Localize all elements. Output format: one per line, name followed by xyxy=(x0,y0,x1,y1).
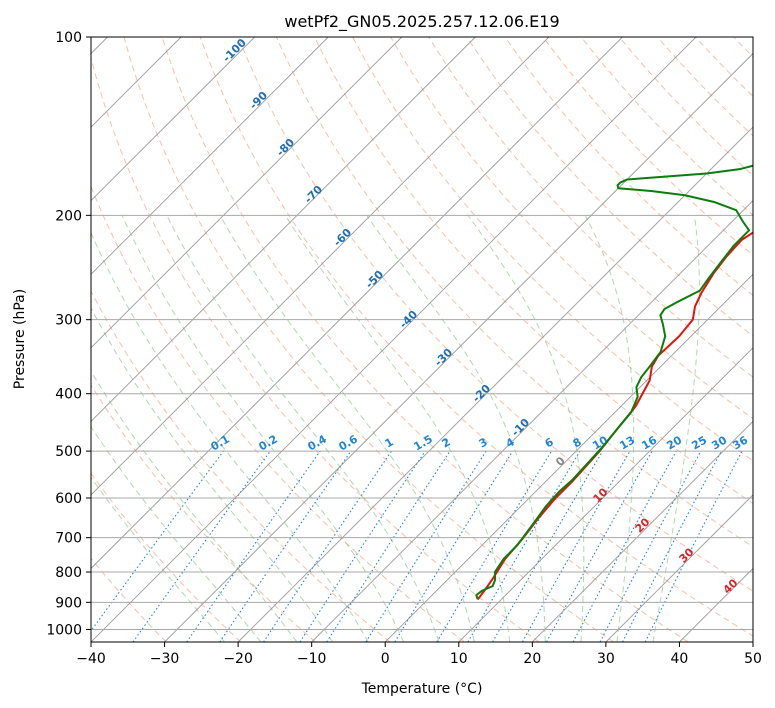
x-tick-label: 40 xyxy=(671,651,689,667)
mixing-ratio-line xyxy=(299,450,426,642)
moist-adiabat xyxy=(467,215,585,642)
y-tick-label: 300 xyxy=(55,313,82,329)
y-tick-label: 400 xyxy=(55,387,82,403)
moist-adiabat xyxy=(121,215,405,642)
dry-adiabat xyxy=(275,37,753,548)
moist-adiabat xyxy=(366,215,546,642)
isotherm-line xyxy=(384,273,753,642)
moist-adiabat xyxy=(584,215,635,642)
mixing-ratio-line xyxy=(521,450,631,642)
data-lines xyxy=(475,164,753,601)
y-tick-label: 900 xyxy=(55,595,82,611)
y-axis: 100 200 300 400 500 600 700 800 900 1000 xyxy=(46,30,91,638)
dry-adiabat xyxy=(314,37,753,505)
isotherm-line xyxy=(91,37,476,422)
y-axis-title: Pressure (hPa) xyxy=(12,289,28,389)
y-tick-label: 500 xyxy=(55,444,82,460)
plot-frame xyxy=(90,36,754,643)
dry-adiabat xyxy=(91,55,540,642)
moist-adiabat xyxy=(166,215,440,642)
isotherm-line xyxy=(164,52,753,642)
isotherm-line xyxy=(91,37,255,202)
moist-adiabat xyxy=(91,370,298,642)
x-tick-label: −30 xyxy=(150,651,180,667)
y-tick-label: 800 xyxy=(55,565,82,581)
y-tick-label: 100 xyxy=(55,30,82,46)
dry-adiabat xyxy=(352,37,753,462)
isotherm-line xyxy=(91,37,403,349)
moist-adiabat xyxy=(652,215,700,642)
dry-adiabat xyxy=(428,37,753,378)
y-tick-label: 600 xyxy=(55,491,82,507)
x-axis-title: Temperature (°C) xyxy=(361,681,483,697)
dewpoint-profile xyxy=(475,164,753,600)
dry-adiabat xyxy=(123,37,614,642)
mixing-ratio-line xyxy=(219,450,352,642)
x-tick-label: 10 xyxy=(450,651,468,667)
dry-adiabat xyxy=(237,37,753,592)
moist-adiabat xyxy=(284,215,511,642)
isotherm-line xyxy=(532,420,753,642)
dry-adiabat xyxy=(161,37,689,642)
moist-adiabat xyxy=(91,231,369,642)
isotherm-line xyxy=(311,200,753,642)
moist-adiabat xyxy=(219,215,475,642)
x-tick-label: −20 xyxy=(223,651,253,667)
dry-adiabat xyxy=(91,384,316,642)
mixing-ratio-line xyxy=(394,450,514,642)
x-tick-label: 50 xyxy=(744,651,762,667)
moist-adiabat xyxy=(91,307,334,642)
dry-adiabat xyxy=(91,472,242,642)
mixing-ratio-line xyxy=(644,450,743,642)
isotherm-line xyxy=(605,494,753,642)
isotherm-line xyxy=(91,37,697,642)
dry-adiabat xyxy=(91,290,391,642)
plot-area xyxy=(91,37,753,642)
mixing-ratio-line xyxy=(546,450,653,642)
x-tick-label: −10 xyxy=(297,651,327,667)
x-axis: −40 −30 −20 −10 0 10 20 30 40 50 xyxy=(76,642,762,667)
mixing-ratio-line xyxy=(326,450,451,642)
mixing-ratio-line xyxy=(186,450,321,642)
moist-adiabat xyxy=(91,425,262,642)
dry-adiabat xyxy=(504,37,753,296)
x-tick-label: 20 xyxy=(523,651,541,667)
y-tick-label: 1000 xyxy=(46,622,82,638)
isotherm-line xyxy=(91,37,329,275)
dry-adiabat xyxy=(390,37,753,420)
x-tick-label: 30 xyxy=(597,651,615,667)
x-tick-label: −40 xyxy=(76,651,106,667)
isotherm-line xyxy=(91,37,550,496)
y-tick-label: 700 xyxy=(55,531,82,547)
mixing-ratio-line xyxy=(132,450,271,642)
x-tick-label: 0 xyxy=(381,651,390,667)
background-lines xyxy=(91,37,753,642)
y-tick-label: 200 xyxy=(55,208,82,224)
dry-adiabat xyxy=(466,37,753,337)
temperature-profile xyxy=(476,231,753,601)
isotherm-line xyxy=(458,347,753,642)
chart-title: wetPf2_GN05.2025.257.12.06.E19 xyxy=(284,12,559,32)
isotherm-line xyxy=(237,126,753,642)
mixing-ratio-line xyxy=(572,450,677,642)
isotherm-line xyxy=(91,37,623,570)
moist-adiabat xyxy=(91,476,226,642)
mixing-ratio-line xyxy=(263,450,392,642)
dry-adiabat xyxy=(91,185,465,642)
mixing-ratio-line xyxy=(91,450,224,632)
